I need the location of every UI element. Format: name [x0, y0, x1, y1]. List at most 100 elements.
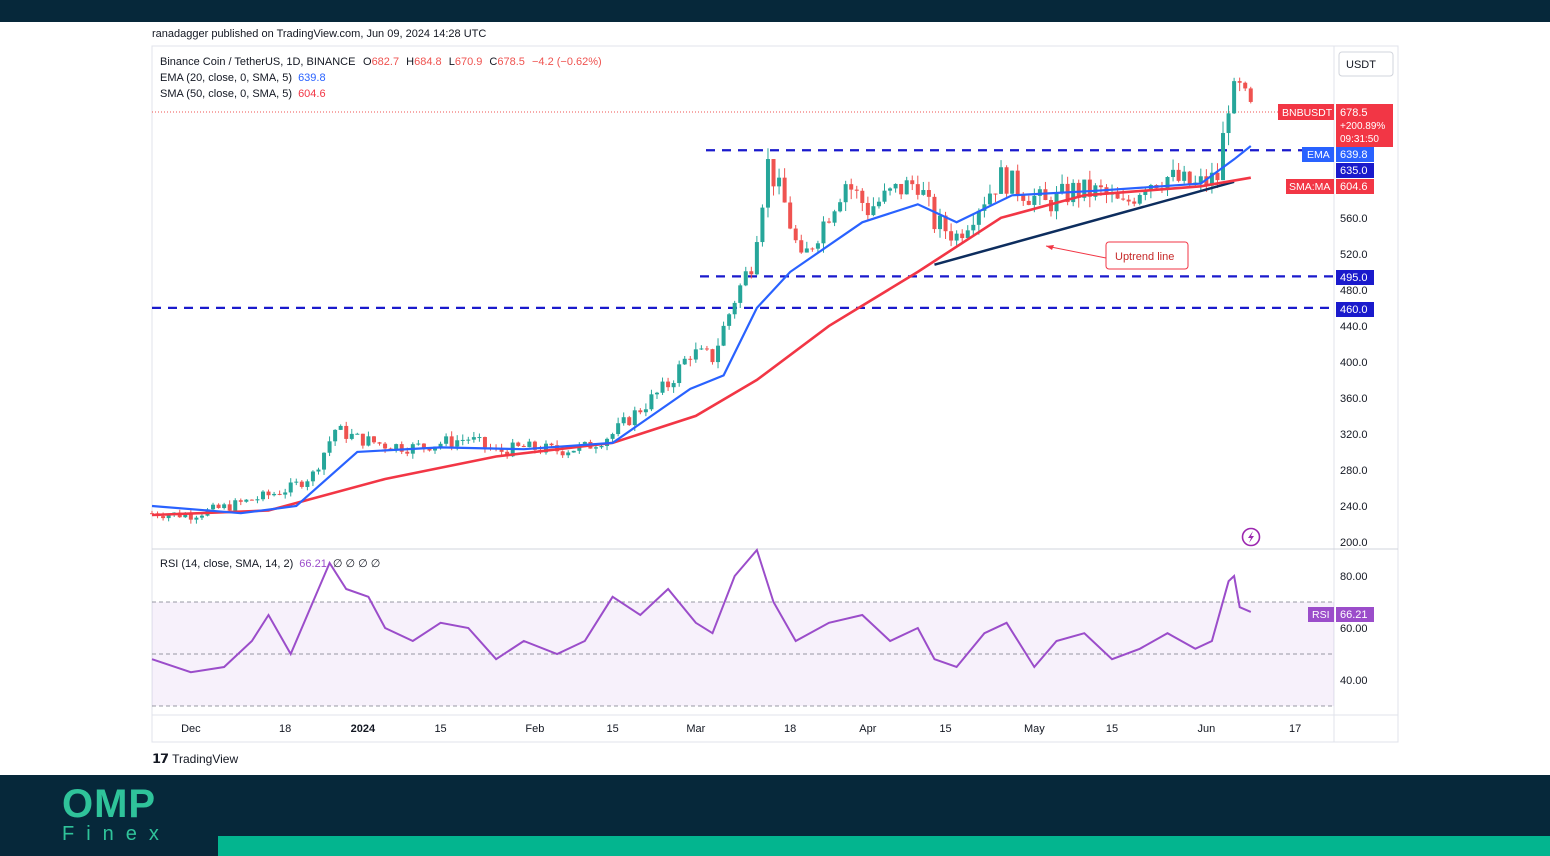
candle-body — [1060, 183, 1065, 193]
candle-body — [610, 434, 615, 439]
candle-body — [1171, 169, 1176, 178]
candle-body — [333, 429, 338, 442]
candle-body — [1176, 169, 1181, 181]
candle-body — [1198, 176, 1203, 183]
candle-body — [549, 443, 554, 446]
currency-box[interactable] — [1338, 51, 1394, 77]
candle-body — [1026, 200, 1031, 205]
candle-body — [421, 443, 426, 448]
candle-body — [1043, 189, 1048, 201]
candle-body — [499, 448, 504, 452]
candle-body — [383, 443, 388, 449]
candle-body — [260, 491, 265, 500]
candle-body — [283, 492, 288, 495]
candle-body — [366, 436, 371, 446]
candle-body — [921, 190, 926, 195]
ema-badge-value: 639.8 — [1340, 149, 1368, 161]
candle-body — [876, 201, 881, 207]
candle-body — [815, 243, 820, 249]
candle-body — [1126, 199, 1131, 202]
badge-change: +200.89% — [1340, 121, 1385, 132]
tradingview-logo-icon: 𝟭𝟳 — [152, 751, 169, 766]
candle-body — [860, 190, 865, 203]
candle-body — [666, 381, 671, 388]
sma-badge-label: SMA:MA — [1289, 181, 1330, 193]
uptrend-annotation[interactable]: Uptrend line — [1045, 241, 1189, 270]
candle-body — [1182, 171, 1187, 181]
candle-body — [371, 436, 376, 443]
sma-badge-value: 604.6 — [1340, 181, 1368, 193]
candle-body — [249, 499, 254, 501]
candle-body — [1243, 82, 1248, 89]
candle-body — [765, 159, 770, 208]
candle-body — [305, 481, 310, 487]
candle-body — [571, 450, 576, 453]
candle-body — [444, 436, 449, 444]
candle-body — [754, 242, 759, 275]
candle-body — [638, 410, 643, 413]
candle-body — [438, 443, 443, 447]
legend-sma: SMA (50, close, 0, SMA, 5) 604.6 — [160, 88, 326, 100]
candle-body — [216, 504, 221, 509]
time-tick-label: 15 — [606, 723, 618, 735]
candle-body — [821, 221, 826, 244]
candle-body — [732, 302, 737, 315]
candle-body — [322, 452, 327, 470]
candle-body — [1015, 170, 1020, 195]
last-price-badge: BNBUSDT 678.5 +200.89% 09:31:50 — [1278, 104, 1393, 147]
level-635-badge: 635.0 — [1336, 163, 1374, 178]
candle-body — [716, 345, 721, 363]
sma-badge: SMA:MA 604.6 — [1286, 179, 1374, 194]
price-tick-label: 400.0 — [1340, 357, 1368, 369]
candle-body — [1082, 179, 1087, 198]
tradingview-brand[interactable]: 𝟭𝟳 TradingView — [152, 751, 238, 767]
candle-body — [1209, 172, 1214, 186]
candle-body — [838, 202, 843, 212]
candle-body — [654, 392, 659, 395]
tradingview-label: TradingView — [172, 752, 239, 766]
candle-body — [865, 202, 870, 216]
candle-body — [888, 188, 893, 191]
time-tick-label: Mar — [686, 723, 705, 735]
candle-body — [150, 513, 154, 515]
candle-body — [394, 444, 399, 451]
candle-body — [516, 442, 521, 446]
candle-body — [521, 445, 526, 448]
price-tick-label: 240.0 — [1340, 501, 1368, 513]
candle-body — [566, 452, 571, 456]
candle-body — [582, 441, 587, 445]
candle-body — [532, 441, 537, 450]
candle-body — [649, 394, 654, 410]
candle-body — [355, 433, 360, 435]
price-tick-label: 200.0 — [1340, 537, 1368, 549]
candle-body — [993, 193, 998, 195]
uptrend-label: Uptrend line — [1115, 251, 1174, 263]
candle-body — [832, 211, 837, 223]
finex-logo: Finex — [62, 823, 171, 845]
candle-body — [1248, 88, 1253, 102]
ema-badge-label: EMA — [1307, 149, 1330, 161]
candle-body — [899, 183, 904, 195]
candle-body — [1098, 185, 1103, 188]
candle-body — [310, 471, 315, 482]
candle-body — [477, 437, 482, 439]
price-tick-label: 440.0 — [1340, 321, 1368, 333]
candle-body — [1143, 190, 1148, 195]
rsi-badge-label: RSI — [1312, 609, 1330, 621]
candle-body — [266, 491, 271, 496]
candle-body — [1187, 171, 1192, 185]
candle-body — [910, 180, 915, 185]
candle-body — [782, 177, 787, 203]
candle-body — [599, 446, 604, 448]
candle-body — [699, 348, 704, 350]
candle-body — [405, 451, 410, 454]
candle-body — [893, 183, 898, 189]
ema-20-line — [151, 145, 1252, 515]
alert-lightning-icon[interactable] — [1241, 527, 1261, 547]
candle-body — [377, 442, 382, 444]
price-tick-label: 320.0 — [1340, 429, 1368, 441]
candle-body — [455, 440, 460, 447]
rsi-tick-label: 40.00 — [1340, 675, 1368, 687]
legend-symbol: Binance Coin / TetherUS, 1D, BINANCE — [160, 56, 355, 68]
